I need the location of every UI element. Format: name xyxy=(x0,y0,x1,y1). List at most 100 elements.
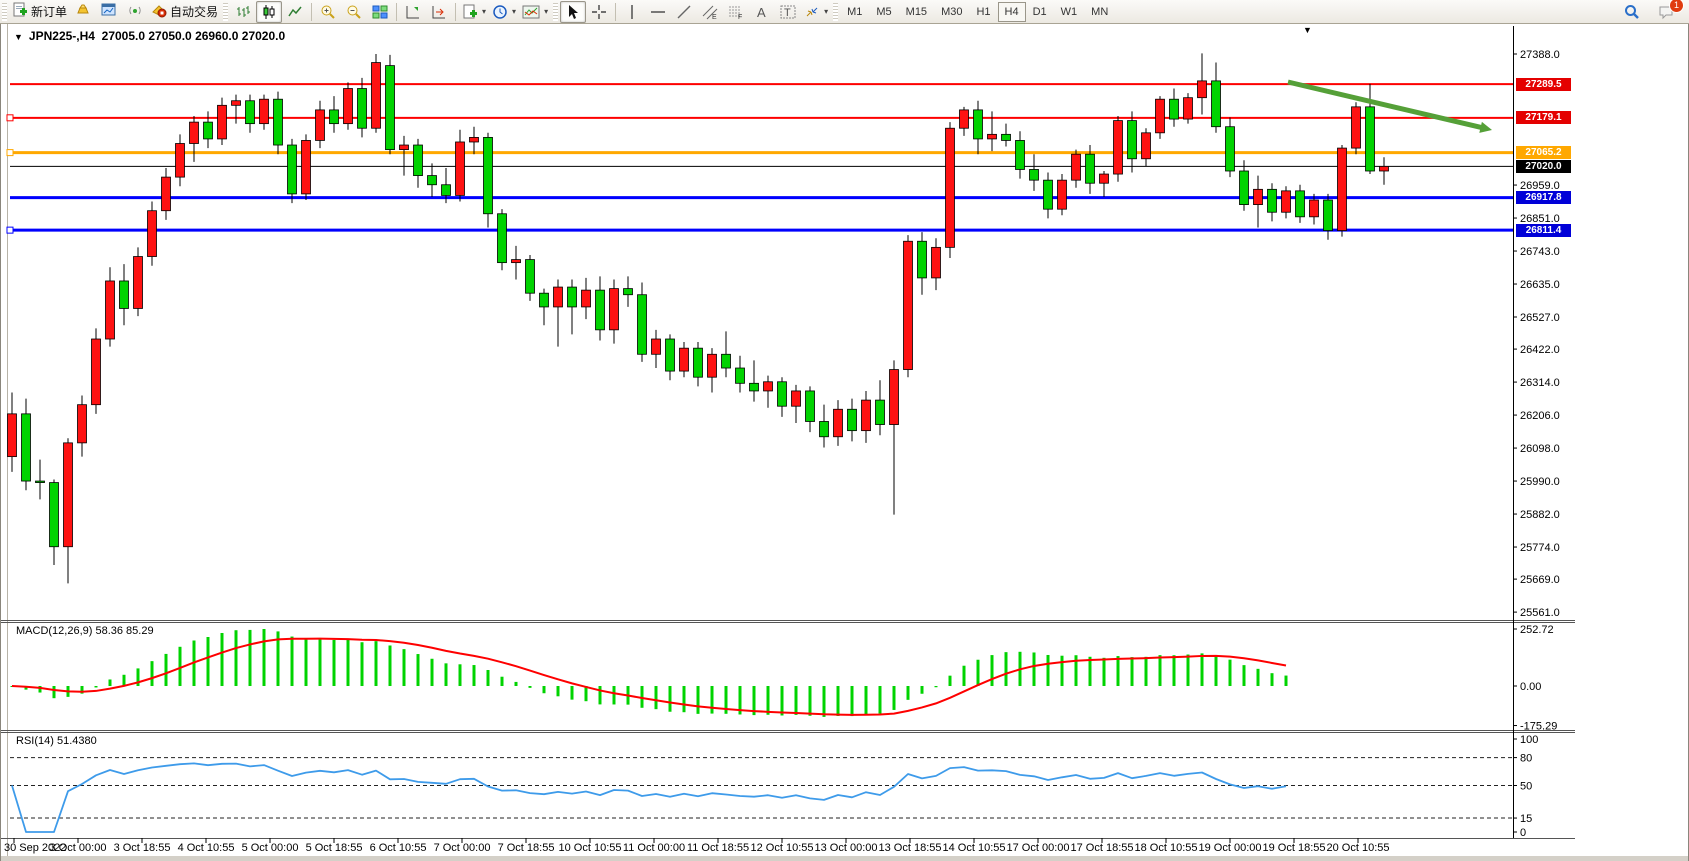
macd-histogram-bar xyxy=(738,686,742,715)
macd-histogram-bar xyxy=(668,686,672,712)
hline-handle-27065.2[interactable] xyxy=(6,149,14,157)
candle-body-down xyxy=(819,421,829,438)
period-dropdown[interactable]: ▾ xyxy=(489,1,519,23)
macd-histogram-bar xyxy=(150,661,154,686)
equidistant-channel-tool[interactable]: E xyxy=(697,1,723,23)
auto-scroll-button[interactable] xyxy=(426,1,452,23)
market-watch-button[interactable] xyxy=(70,1,96,23)
notifications-button[interactable]: 1 xyxy=(1653,0,1684,23)
timeframe-d1-button[interactable]: D1 xyxy=(1032,5,1047,18)
macd-histogram-bar xyxy=(346,639,350,686)
bar-chart-button[interactable] xyxy=(230,1,256,23)
cursor-tool-button[interactable] xyxy=(560,0,587,23)
price-tick-label: 26422.0 xyxy=(1520,344,1560,356)
macd-histogram-bar xyxy=(220,633,224,686)
auto-trading-button[interactable]: 自动交易 xyxy=(148,1,221,23)
timeframe-m1-button[interactable]: M1 xyxy=(847,5,863,18)
macd-histogram-bar xyxy=(178,646,182,686)
zoom-out-button[interactable] xyxy=(341,1,367,23)
trendline-tool[interactable] xyxy=(671,1,697,23)
new-order-button[interactable]: 新订单 xyxy=(9,1,70,23)
hline-handle-27179.1[interactable] xyxy=(6,114,14,122)
signal-icon xyxy=(127,2,143,21)
macd-histogram-bar xyxy=(1130,657,1134,686)
signal-button[interactable] xyxy=(122,1,148,23)
gold-icon xyxy=(75,2,91,21)
timeframe-h4-button[interactable]: H4 xyxy=(997,1,1026,22)
timeframe-m5-button[interactable]: M5 xyxy=(876,5,892,18)
price-label-27179.1: 27179.1 xyxy=(1516,111,1571,125)
macd-histogram-bar xyxy=(682,686,686,713)
price-tick-label: 25561.0 xyxy=(1520,607,1560,619)
candle-body-up xyxy=(91,338,101,406)
timeframe-h1-button[interactable]: H1 xyxy=(976,5,991,18)
macd-histogram-bar xyxy=(1046,654,1050,686)
search-button[interactable] xyxy=(1619,1,1645,23)
macd-histogram-bar xyxy=(654,686,658,710)
horizontal-line-tool[interactable] xyxy=(645,1,671,23)
vertical-line-tool[interactable] xyxy=(619,1,645,23)
candle-body-up xyxy=(1281,190,1291,213)
toolbar-grip[interactable] xyxy=(553,2,559,21)
timeframe-m30-button[interactable]: M30 xyxy=(941,5,963,18)
macd-histogram-bar xyxy=(906,686,910,700)
candle-body-up xyxy=(1141,132,1151,160)
macd-histogram-bar xyxy=(822,686,826,717)
candle-body-up xyxy=(651,338,661,355)
candlestick-chart-button[interactable] xyxy=(256,0,283,23)
macd-histogram-bar xyxy=(430,658,434,686)
candle-body-down xyxy=(749,382,759,392)
fibonacci-tool[interactable]: F xyxy=(723,1,749,23)
price-tick-label: 26098.0 xyxy=(1520,443,1560,455)
toolbar-grip[interactable] xyxy=(833,2,839,21)
timeframe-mn-button[interactable]: MN xyxy=(1091,5,1109,18)
macd-histogram-bar xyxy=(52,686,56,699)
macd-histogram-bar xyxy=(262,629,266,686)
template-dropdown[interactable]: ▾ xyxy=(519,1,551,23)
crosshair-tool-button[interactable] xyxy=(586,1,612,23)
time-label: 30 Sep 2022 xyxy=(4,842,66,854)
macd-histogram-bar xyxy=(304,638,308,686)
macd-histogram-bar xyxy=(1032,652,1036,686)
text-label-tool[interactable]: T xyxy=(775,1,801,23)
chart-shift-button[interactable] xyxy=(400,1,426,23)
new-order-icon xyxy=(12,2,28,21)
macd-histogram-bar xyxy=(248,629,252,686)
candle-body-down xyxy=(693,347,703,378)
time-label: 7 Oct 18:55 xyxy=(498,842,555,854)
timeframe-m15-button[interactable]: M15 xyxy=(905,5,928,18)
hline-handle-26811.4[interactable] xyxy=(6,226,14,234)
toolbar-grip[interactable] xyxy=(2,2,7,21)
chart-dropdown-marker[interactable]: ▼ xyxy=(1303,25,1312,35)
chart-window-button[interactable] xyxy=(96,1,122,23)
toolbar-grip[interactable] xyxy=(223,2,229,21)
candle-body-up xyxy=(175,143,185,178)
macd-histogram-bar xyxy=(864,686,868,715)
candle-body-down xyxy=(203,121,213,140)
zoom-in-button[interactable] xyxy=(315,1,341,23)
candle-body-down xyxy=(637,294,647,355)
candle-body-up xyxy=(763,381,773,392)
trend-arrow-annotation[interactable] xyxy=(1287,79,1483,131)
tile-windows-button[interactable] xyxy=(367,1,393,23)
macd-histogram-bar xyxy=(1214,655,1218,686)
candle-body-down xyxy=(21,413,31,482)
new-order-dropdown[interactable]: ▾ xyxy=(459,1,489,23)
timeframe-w1-button[interactable]: W1 xyxy=(1060,5,1078,18)
candle-body-up xyxy=(511,259,521,264)
candle-body-down xyxy=(413,144,423,176)
chart-title-collapse-icon[interactable]: ▼ xyxy=(14,32,23,42)
price-tick-label: 26851.0 xyxy=(1520,213,1560,225)
line-chart-button[interactable] xyxy=(282,1,308,23)
time-label: 5 Oct 18:55 xyxy=(306,842,363,854)
macd-histogram-bar xyxy=(1074,655,1078,686)
candle-body-down xyxy=(1001,133,1011,141)
macd-histogram-bar xyxy=(1284,675,1288,686)
text-tool[interactable]: A xyxy=(749,1,775,23)
macd-histogram-bar xyxy=(1116,656,1120,686)
macd-histogram-bar xyxy=(1144,656,1148,686)
time-label: 3 Oct 00:00 xyxy=(50,842,107,854)
arrows-dropdown[interactable]: ▾ xyxy=(801,1,831,23)
